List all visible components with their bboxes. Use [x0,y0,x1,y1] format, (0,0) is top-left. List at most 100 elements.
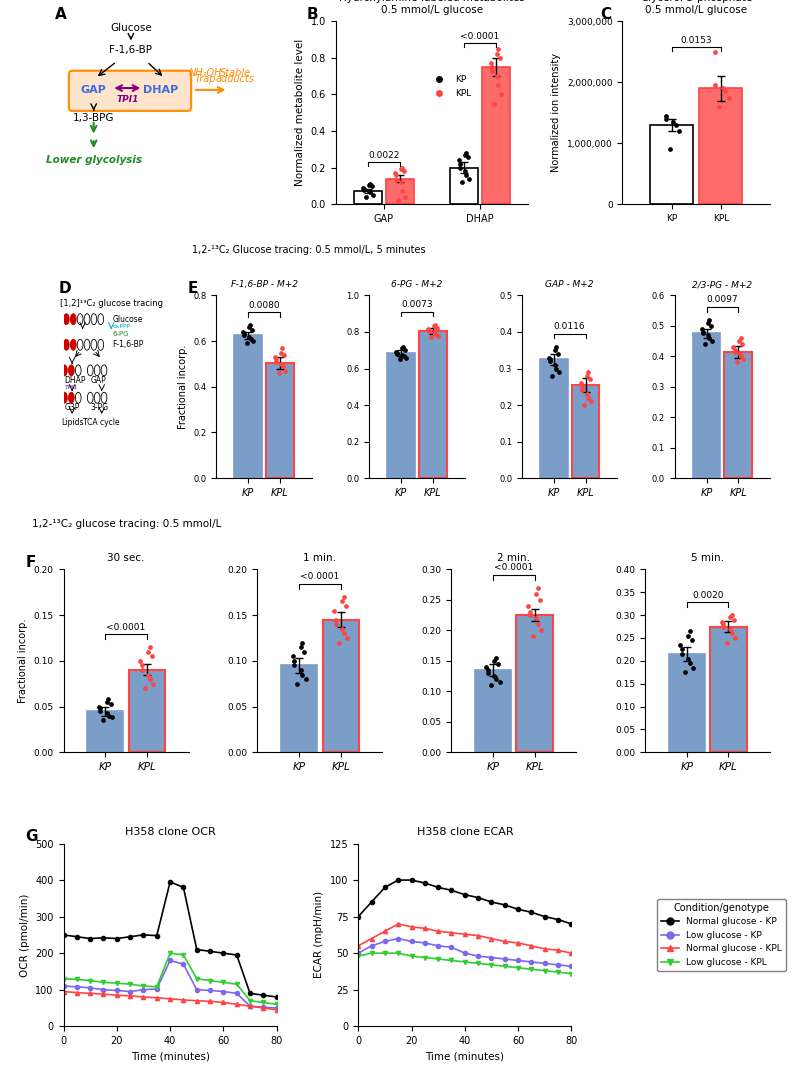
Point [397,162,410,180]
Point [659,110,672,127]
Circle shape [77,313,83,325]
Point [526,628,539,645]
Text: 0.0153: 0.0153 [680,36,712,45]
Point [727,339,740,356]
Point [399,348,412,366]
Point [727,611,740,629]
Point [485,677,498,694]
Point [544,351,557,368]
Point [364,175,376,192]
Point [429,325,441,342]
Text: 1,2-¹³C₂ Glucose tracing: 0.5 mmol/L, 5 minutes: 1,2-¹³C₂ Glucose tracing: 0.5 mmol/L, 5 … [192,245,426,255]
Title: 2 min.: 2 min. [497,553,530,563]
Text: F-1,6-BP: F-1,6-BP [112,340,144,350]
Circle shape [75,365,81,376]
Point [723,620,736,637]
Y-axis label: Fractional incorp.: Fractional incorp. [178,344,188,429]
Point [365,177,378,195]
Circle shape [77,339,83,351]
Point [715,614,728,631]
Point [97,712,110,729]
Point [549,356,561,373]
Point [490,649,503,666]
Point [544,353,557,370]
Text: 0.0073: 0.0073 [401,300,433,309]
Point [357,180,369,197]
Point [542,348,555,366]
Point [422,323,435,340]
Point [396,183,409,200]
Point [552,345,565,362]
Circle shape [62,392,67,403]
Point [734,347,747,365]
Point [712,98,725,115]
Point [395,346,408,363]
Text: oxPPP: oxPPP [112,324,130,329]
Point [431,327,444,344]
Point [147,676,160,693]
Point [682,650,695,667]
Point [491,46,503,63]
Point [142,644,155,661]
Text: Lower glycolysis: Lower glycolysis [46,155,141,165]
Point [134,652,147,669]
Point [298,644,310,661]
Point [333,634,345,651]
Point [340,598,353,615]
Point [94,700,106,717]
Bar [692,334,720,478]
Point [395,173,407,190]
Point [574,374,587,391]
Text: DHAP: DHAP [144,84,179,95]
Circle shape [101,365,107,376]
Point [458,162,471,180]
Point [696,321,708,338]
Point [100,694,113,711]
Point [244,316,256,334]
Bar [419,331,447,478]
Point [393,351,406,368]
Title: 5 min.: 5 min. [691,553,724,563]
Bar [475,670,511,753]
Point [492,77,505,94]
Point [480,659,493,676]
Y-axis label: Normalized ion intensity: Normalized ion intensity [551,53,561,172]
X-axis label: Time (minutes): Time (minutes) [426,1052,504,1062]
Point [102,707,115,724]
Point [392,191,405,208]
Circle shape [84,313,90,325]
Point [422,322,435,339]
Circle shape [75,392,81,403]
Text: <0.0001: <0.0001 [106,622,145,632]
Point [294,662,306,679]
Point [490,670,503,687]
Title: 6-PG - M+2: 6-PG - M+2 [391,280,442,289]
Text: NH₂OH: NH₂OH [189,68,222,78]
Text: 0.0116: 0.0116 [554,322,585,331]
Bar [724,352,752,478]
Circle shape [98,313,104,325]
Point [427,317,440,335]
Title: Glycerol-3-phosphate
0.5 mmol/L glucose: Glycerol-3-phosphate 0.5 mmol/L glucose [640,0,753,15]
Y-axis label: Fractional incorp.: Fractional incorp. [18,619,28,703]
Point [391,345,403,362]
Point [136,662,148,679]
Point [719,83,731,100]
Point [737,351,750,368]
Bar [482,67,510,204]
Point [730,354,743,371]
Point [336,620,349,637]
Text: DHAP: DHAP [64,376,86,385]
Point [488,652,501,669]
Point [728,342,741,359]
Point [458,146,471,164]
Text: <0.0001: <0.0001 [494,563,534,572]
Point [531,579,544,597]
Circle shape [71,313,76,325]
Point [104,695,117,712]
Circle shape [68,365,74,376]
Circle shape [62,365,67,376]
Point [388,165,401,182]
Circle shape [87,392,93,403]
Text: Glucose: Glucose [112,314,143,324]
